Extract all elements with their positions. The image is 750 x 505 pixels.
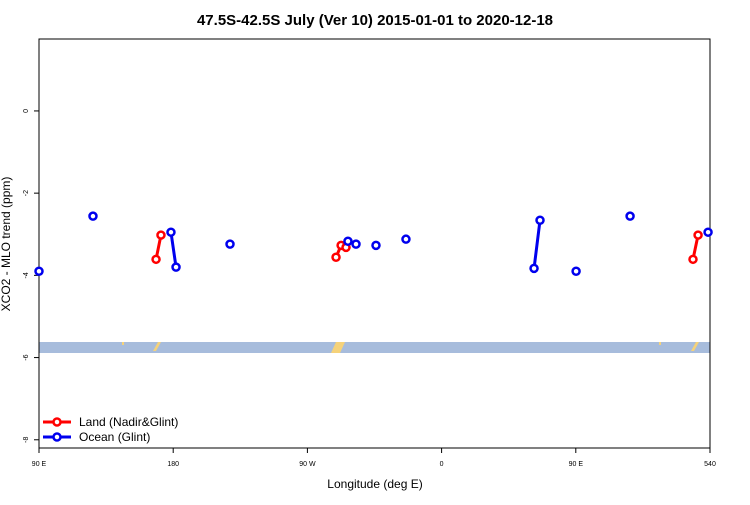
plot-frame <box>38 38 711 449</box>
y-tick-label: -6 <box>23 354 30 360</box>
land-patch <box>153 342 161 351</box>
data-point <box>34 266 44 276</box>
y-axis-label: XCO2 - MLO trend (ppm) <box>0 177 13 312</box>
land-patch <box>331 342 345 353</box>
y-tick-label: -4 <box>23 272 30 278</box>
data-point <box>401 234 411 244</box>
legend-marker <box>52 417 62 427</box>
land-patch <box>122 342 124 345</box>
legend-label: Land (Nadir&Glint) <box>79 415 178 429</box>
data-point <box>351 239 361 249</box>
data-point <box>688 254 698 265</box>
data-point <box>693 230 703 240</box>
data-point <box>571 266 581 276</box>
x-tick-label: 90 E <box>32 461 47 468</box>
data-point <box>331 252 341 263</box>
chart-title: 47.5S-42.5S July (Ver 10) 2015-01-01 to … <box>197 12 553 29</box>
x-tick-label: 540 <box>704 461 716 468</box>
data-point <box>88 211 98 221</box>
y-tick-label: -8 <box>23 437 30 443</box>
x-tick-label: 90 E <box>569 461 584 468</box>
land-patch <box>659 342 661 345</box>
data-point <box>156 230 166 240</box>
data-point <box>535 215 545 226</box>
legend-label: Ocean (Glint) <box>79 430 150 444</box>
land-patch <box>691 342 699 351</box>
data-point <box>225 239 235 249</box>
x-tick-label: 90 W <box>299 461 316 468</box>
x-tick-label: 0 <box>440 461 444 468</box>
ocean-strip <box>39 342 710 353</box>
data-point <box>703 227 713 237</box>
data-point <box>371 240 381 251</box>
data-point <box>166 227 176 237</box>
land-mask-strip <box>39 342 710 353</box>
legend-marker <box>52 432 62 442</box>
x-tick-label: 180 <box>167 461 179 468</box>
x-axis-label: Longitude (deg E) <box>327 477 422 491</box>
y-tick-label: -2 <box>23 190 30 196</box>
data-point <box>343 236 353 246</box>
data-point <box>151 254 161 265</box>
y-tick-label: 0 <box>23 109 30 113</box>
data-point <box>171 262 181 272</box>
data-point <box>625 211 635 221</box>
data-point <box>529 263 539 274</box>
